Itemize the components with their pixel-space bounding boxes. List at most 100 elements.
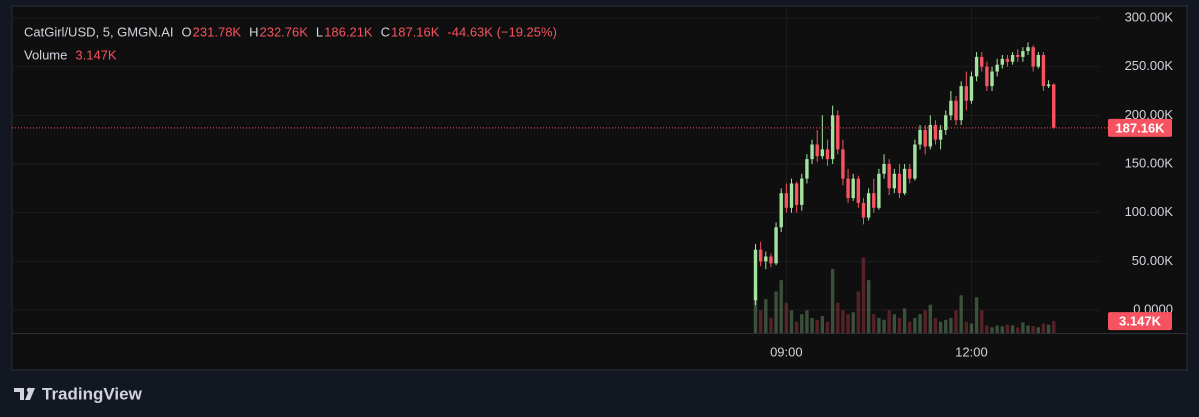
volume-bar	[933, 317, 938, 333]
candle-body	[753, 249, 758, 301]
y-tick-label: 150.00K	[1125, 155, 1174, 170]
volume-bar	[1000, 326, 1005, 333]
volume-bar	[897, 317, 902, 333]
candle-layer	[12, 42, 1108, 306]
candle-body	[872, 193, 876, 208]
candle-body	[964, 86, 969, 101]
candle-body	[846, 178, 850, 199]
candle-body	[820, 149, 825, 157]
volume-bar	[769, 317, 773, 333]
candle-body	[882, 163, 886, 174]
volume-bar	[938, 321, 943, 333]
ohlc-key: L	[316, 24, 323, 39]
volume-bar	[959, 295, 963, 333]
candle-body	[959, 86, 963, 121]
volume-bar	[779, 280, 783, 333]
volume-bar	[995, 325, 999, 333]
candle-body	[933, 125, 938, 140]
candle-body	[769, 256, 773, 264]
volume-bar	[805, 310, 809, 333]
volume-bar	[923, 310, 927, 333]
candle-body	[794, 183, 799, 205]
volume-bar	[800, 314, 804, 333]
volume-bar	[918, 314, 922, 333]
volume-bar	[861, 257, 866, 333]
candle-body	[825, 149, 830, 160]
volume-bar	[758, 310, 763, 333]
volume-bar	[985, 325, 989, 333]
volume-bar	[1036, 327, 1040, 333]
candle-body	[841, 149, 845, 179]
last-volume-label: 3.147K	[1119, 314, 1162, 329]
candle-body	[897, 173, 902, 194]
ohlc-value: 187.16K	[391, 24, 440, 39]
candle-body	[1000, 58, 1005, 65]
volume-bar	[866, 280, 871, 333]
candle-body	[1016, 54, 1020, 57]
volume-value: 3.147K	[75, 47, 117, 62]
candle-body	[758, 249, 763, 262]
volume-bar	[753, 287, 758, 333]
candle-body	[913, 144, 917, 179]
price-change: -44.63K (−19.25%)	[447, 24, 556, 39]
candle-body	[892, 173, 897, 189]
ohlc-key: H	[249, 24, 258, 39]
candle-body	[830, 115, 835, 160]
volume-bar	[851, 312, 855, 333]
volume-bar	[846, 314, 850, 333]
candle-body	[969, 76, 974, 101]
candle-body	[918, 129, 922, 145]
candle-body	[928, 125, 933, 147]
grid	[12, 6, 1100, 333]
candle-body	[1046, 84, 1051, 87]
volume-bar	[1005, 324, 1010, 333]
volume-bar	[913, 317, 917, 333]
y-tick-label: 50.00K	[1132, 253, 1174, 268]
volume-bar	[974, 297, 979, 333]
candle-body	[810, 144, 814, 160]
candle-body	[990, 71, 994, 87]
volume-bar	[1046, 324, 1051, 333]
volume-bar	[1031, 326, 1035, 333]
candle-body	[938, 129, 943, 140]
volume-name: Volume	[24, 47, 67, 62]
volume-bar	[841, 310, 845, 333]
volume-bar	[872, 314, 876, 333]
volume-bar	[1021, 322, 1025, 333]
volume-bar	[964, 321, 969, 333]
volume-bar	[810, 317, 814, 333]
ohlc-value: 232.76K	[259, 24, 308, 39]
last-volume-badge	[1108, 312, 1172, 331]
volume-bar	[944, 319, 948, 333]
last-price-badge	[1108, 118, 1172, 137]
candle-body	[815, 144, 819, 157]
volume-bar	[928, 304, 933, 333]
candle-body	[1052, 84, 1056, 128]
volume-layer	[753, 257, 1056, 333]
volume-bar	[887, 310, 891, 333]
volume-bar	[1026, 325, 1030, 333]
volume-bar	[820, 316, 825, 333]
ohlc-value: 186.21K	[324, 24, 373, 39]
candle-body	[789, 183, 794, 208]
candle-body	[1021, 51, 1025, 57]
candle-body	[800, 178, 804, 205]
volume-bar	[830, 268, 835, 333]
candle-body	[949, 100, 953, 116]
ohlc-key: C	[381, 24, 390, 39]
volume-bar	[836, 302, 840, 333]
volume-bar	[892, 314, 897, 333]
volume-bar	[902, 308, 907, 333]
candle-body	[902, 168, 907, 194]
volume-bar	[1010, 325, 1015, 333]
candle-body	[866, 193, 871, 218]
volume-bar	[856, 291, 861, 333]
candle-body	[836, 115, 840, 150]
candle-body	[805, 159, 809, 179]
symbol-name: CatGirl/USD, 5, GMGN.AI	[24, 24, 174, 39]
volume-bar	[954, 310, 958, 333]
candle-body	[944, 115, 948, 130]
volume-bar	[774, 291, 778, 333]
candle-body	[877, 173, 881, 208]
